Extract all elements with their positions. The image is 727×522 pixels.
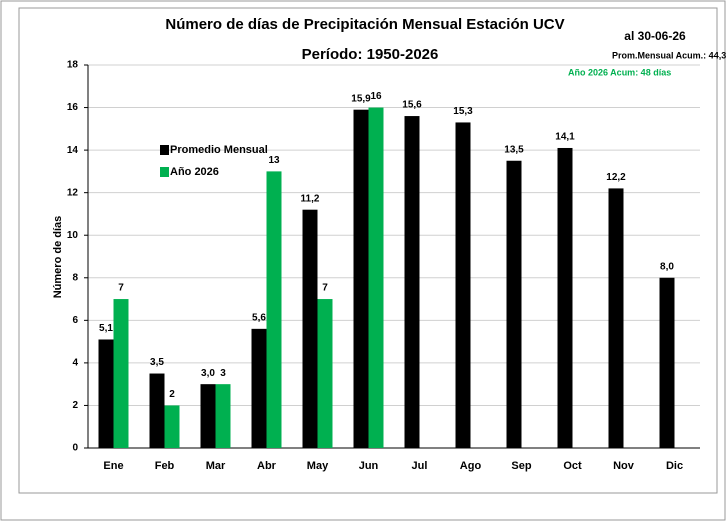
value-label: 7: [118, 283, 124, 294]
value-label: 13,5: [504, 144, 524, 155]
y-tick-label: 2: [72, 400, 78, 411]
bar: [149, 373, 165, 448]
x-tick-label: May: [307, 460, 329, 472]
x-tick-label: Abr: [257, 460, 277, 472]
bar: [506, 160, 522, 448]
bar: [608, 188, 624, 448]
x-tick-label: Jul: [412, 460, 428, 472]
y-tick-label: 16: [67, 102, 79, 113]
value-label: 15,9: [351, 93, 371, 104]
value-label: 5,1: [99, 323, 113, 334]
value-label: 3,0: [201, 368, 215, 379]
bar: [659, 277, 675, 448]
bar: [200, 384, 216, 448]
y-tick-label: 12: [67, 187, 79, 198]
bar: [368, 107, 384, 449]
legend-swatch: [160, 167, 169, 177]
annotation: Prom.Mensual Acum.: 44,3 días: [612, 50, 727, 60]
y-tick-label: 10: [67, 230, 79, 241]
y-tick-label: 18: [67, 60, 79, 71]
bar: [404, 116, 420, 449]
x-tick-label: Ago: [460, 460, 482, 472]
bar: [215, 384, 231, 448]
bar: [251, 328, 267, 448]
annotation: al 30-06-26: [624, 29, 686, 43]
y-tick-label: 6: [72, 315, 78, 326]
bar: [98, 339, 114, 448]
annotation: Año 2026 Acum: 48 días: [568, 67, 671, 77]
bar: [266, 171, 282, 448]
chart-title: Número de días de Precipitación Mensual …: [165, 16, 564, 33]
x-tick-label: Sep: [511, 460, 531, 472]
bar: [353, 109, 369, 448]
value-label: 3,5: [150, 357, 164, 368]
bar: [455, 122, 471, 448]
value-label: 15,3: [453, 106, 473, 117]
chart-frame: [18, 7, 718, 494]
value-label: 15,6: [402, 100, 422, 111]
y-tick-label: 4: [72, 358, 78, 369]
bar: [317, 299, 333, 448]
bar: [164, 405, 180, 448]
x-tick-label: Nov: [613, 460, 635, 472]
value-label: 2: [169, 389, 175, 400]
x-tick-label: Mar: [206, 460, 226, 472]
y-axis-label: Número de días: [52, 216, 64, 299]
x-tick-label: Dic: [666, 460, 683, 472]
value-label: 14,1: [555, 132, 575, 143]
y-tick-label: 0: [72, 443, 78, 454]
value-label: 3: [220, 368, 226, 379]
legend-label: Promedio Mensual: [170, 144, 268, 156]
legend-swatch: [160, 145, 169, 155]
value-label: 12,2: [606, 172, 626, 183]
y-tick-label: 8: [72, 272, 78, 283]
value-label: 7: [322, 283, 328, 294]
value-label: 5,6: [252, 312, 266, 323]
value-label: 8,0: [660, 261, 674, 272]
y-tick-label: 14: [67, 145, 79, 156]
bar: [302, 209, 318, 448]
value-label: 16: [370, 91, 382, 102]
chart-subtitle: Período: 1950-2026: [302, 46, 439, 63]
x-tick-label: Oct: [563, 460, 582, 472]
x-tick-label: Ene: [103, 460, 123, 472]
value-label: 11,2: [301, 193, 320, 204]
bar: [557, 147, 573, 448]
value-label: 13: [268, 155, 280, 166]
bar: [113, 299, 129, 448]
x-tick-label: Feb: [155, 460, 175, 472]
legend-label: Año 2026: [170, 166, 219, 178]
x-tick-label: Jun: [359, 460, 379, 472]
